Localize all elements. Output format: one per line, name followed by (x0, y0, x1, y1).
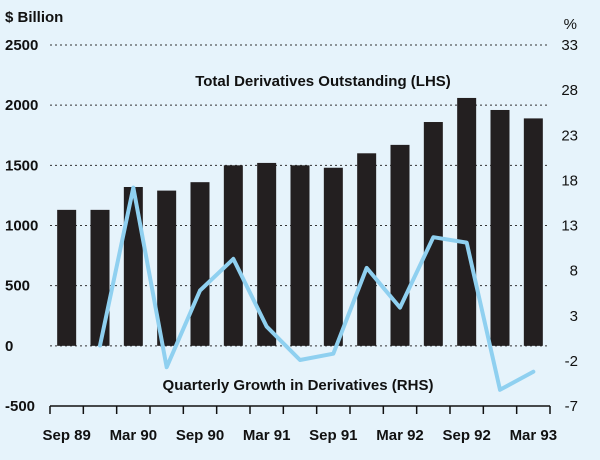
bar (190, 182, 210, 346)
bar (357, 153, 377, 346)
left-tick-label: 2500 (5, 37, 38, 54)
bar (257, 162, 277, 346)
right-tick-label: 3 (570, 308, 578, 325)
left-tick-label: 1500 (5, 157, 38, 174)
line-series-label: Quarterly Growth in Derivatives (RHS) (163, 377, 434, 394)
x-tick-label: Sep 92 (442, 427, 490, 444)
x-tick-label: Mar 91 (243, 427, 291, 444)
bar (323, 167, 343, 346)
growth-line (98, 185, 536, 392)
right-tick-label: 18 (561, 172, 578, 189)
bars-series-label: Total Derivatives Outstanding (LHS) (195, 73, 451, 90)
x-axis: Sep 89 Mar 90 Sep 90 Mar 91 Sep 91 Mar 92 Sep … (42, 405, 558, 444)
right-tick-label: -2 (565, 353, 578, 370)
bar (523, 118, 543, 346)
right-tick-label: 28 (561, 82, 578, 99)
right-axis-ticks: 33 28 23 18 13 8 3 -2 -7 (561, 37, 578, 415)
right-tick-label: 33 (561, 37, 578, 54)
bar (123, 186, 143, 346)
left-tick-label: 500 (5, 278, 30, 295)
x-tick-label: Sep 89 (42, 427, 90, 444)
left-tick-label: 1000 (5, 218, 38, 235)
x-tick-label: Mar 90 (110, 427, 158, 444)
right-tick-label: 8 (570, 263, 578, 280)
bar (457, 97, 477, 346)
bar (223, 165, 243, 346)
bars (57, 97, 543, 346)
right-tick-label: 23 (561, 127, 578, 144)
left-tick-label: 0 (5, 338, 13, 355)
right-tick-label: -7 (565, 398, 578, 415)
bar (90, 209, 110, 346)
right-tick-label: 13 (561, 218, 578, 235)
bar (290, 165, 310, 346)
growth-series (98, 185, 536, 392)
left-tick-label: 2000 (5, 97, 38, 114)
left-tick-label: -500 (5, 398, 35, 415)
bar (57, 209, 77, 346)
bar (490, 109, 510, 346)
bar (390, 144, 410, 346)
bar (423, 122, 443, 346)
bar (157, 190, 177, 346)
x-tick-label: Sep 90 (176, 427, 224, 444)
x-tick-label: Sep 91 (309, 427, 357, 444)
left-axis-unit: $ Billion (5, 9, 63, 26)
x-tick-label: Mar 92 (376, 427, 424, 444)
right-axis-unit: % (564, 16, 577, 33)
x-tick-label: Mar 93 (510, 427, 558, 444)
left-axis-ticks: 2500 2000 1500 1000 500 0 -500 (5, 37, 38, 415)
